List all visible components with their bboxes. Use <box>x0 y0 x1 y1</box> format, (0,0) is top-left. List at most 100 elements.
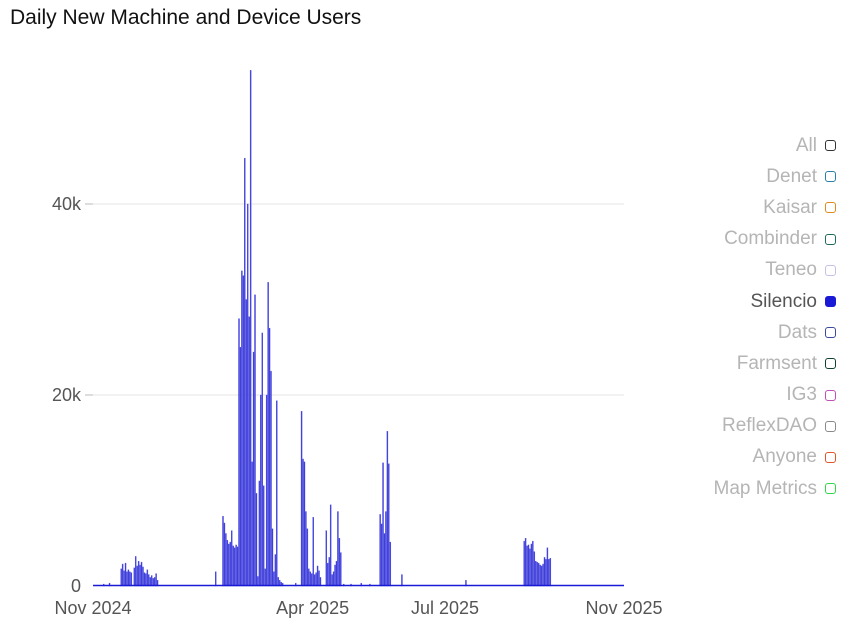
bar[interactable] <box>539 564 541 587</box>
bar[interactable] <box>276 400 278 587</box>
bar[interactable] <box>331 574 333 587</box>
legend-checkbox-icon[interactable] <box>825 140 836 152</box>
bar[interactable] <box>139 564 141 587</box>
legend-checkbox-icon[interactable] <box>825 296 836 308</box>
legend-checkbox-icon[interactable] <box>825 483 836 495</box>
legend-item-denet[interactable]: Denet <box>636 161 836 192</box>
legend-item-map-metrics[interactable]: Map Metrics <box>636 473 836 504</box>
bar[interactable] <box>232 545 234 587</box>
bar[interactable] <box>271 528 274 587</box>
bar[interactable] <box>257 576 259 587</box>
bar[interactable] <box>268 327 271 587</box>
bar[interactable] <box>274 554 277 587</box>
bar[interactable] <box>245 299 247 587</box>
legend-checkbox-icon[interactable] <box>825 202 836 214</box>
bar[interactable] <box>150 575 153 587</box>
bar[interactable] <box>143 572 146 587</box>
bar[interactable] <box>124 562 127 587</box>
bar[interactable] <box>533 551 536 587</box>
bar[interactable] <box>270 370 272 587</box>
bar[interactable] <box>265 394 268 587</box>
bar[interactable] <box>255 493 258 587</box>
bar[interactable] <box>127 569 130 587</box>
bar[interactable] <box>338 538 341 587</box>
legend-item-ig3[interactable]: IG3 <box>636 380 836 411</box>
bar[interactable] <box>242 275 245 587</box>
bar[interactable] <box>233 547 236 587</box>
bar[interactable] <box>241 270 243 587</box>
legend-item-farmsent[interactable]: Farmsent <box>636 348 836 379</box>
bar[interactable] <box>386 431 389 587</box>
bar[interactable] <box>129 571 131 587</box>
bar[interactable] <box>231 530 233 587</box>
bar[interactable] <box>251 461 253 587</box>
legend-item-kaisar[interactable]: Kaisar <box>636 192 836 223</box>
bar[interactable] <box>315 572 317 587</box>
bar[interactable] <box>130 572 133 587</box>
legend-checkbox-icon[interactable] <box>825 451 836 463</box>
bar[interactable] <box>305 511 307 587</box>
bar[interactable] <box>389 541 392 587</box>
legend-item-dats[interactable]: Dats <box>636 317 836 348</box>
bar[interactable] <box>529 548 531 587</box>
bar[interactable] <box>325 530 328 587</box>
bar[interactable] <box>537 562 540 587</box>
legend-checkbox-icon[interactable] <box>825 327 836 339</box>
bar[interactable] <box>235 544 237 587</box>
bar[interactable] <box>273 571 275 587</box>
bar[interactable] <box>134 556 137 587</box>
bar[interactable] <box>316 565 319 587</box>
bar[interactable] <box>148 574 150 587</box>
bar[interactable] <box>264 568 266 587</box>
bar[interactable] <box>535 560 537 587</box>
bar[interactable] <box>300 411 303 587</box>
bar[interactable] <box>260 394 262 587</box>
bar[interactable] <box>334 564 336 587</box>
bar[interactable] <box>261 332 264 587</box>
bar[interactable] <box>263 485 265 587</box>
bar[interactable] <box>309 571 312 587</box>
bar[interactable] <box>543 557 546 587</box>
legend-item-all[interactable]: All <box>636 130 836 161</box>
bar[interactable] <box>137 560 140 587</box>
bar[interactable] <box>311 573 313 587</box>
bar[interactable] <box>133 567 135 587</box>
legend-item-anyone[interactable]: Anyone <box>636 442 836 473</box>
bar[interactable] <box>401 574 403 587</box>
bar[interactable] <box>545 559 547 587</box>
bar[interactable] <box>329 504 332 587</box>
legend-item-reflexdao[interactable]: ReflexDAO <box>636 411 836 442</box>
bar[interactable] <box>337 511 339 587</box>
bar[interactable] <box>388 463 390 587</box>
bar[interactable] <box>249 70 252 587</box>
bar[interactable] <box>312 517 314 587</box>
bar[interactable] <box>523 540 525 587</box>
bar[interactable] <box>140 561 143 587</box>
bar[interactable] <box>340 552 342 587</box>
bar[interactable] <box>383 533 386 587</box>
bar[interactable] <box>123 570 125 587</box>
legend-checkbox-icon[interactable] <box>825 420 836 432</box>
bar[interactable] <box>252 351 255 587</box>
legend-item-silencio[interactable]: Silencio <box>636 286 836 317</box>
bar[interactable] <box>379 514 381 587</box>
bar[interactable] <box>546 547 549 587</box>
bar[interactable] <box>248 316 250 587</box>
bar[interactable] <box>526 545 528 587</box>
bar[interactable] <box>536 561 538 587</box>
bar[interactable] <box>226 539 229 587</box>
legend-checkbox-icon[interactable] <box>825 358 836 370</box>
bar[interactable] <box>540 565 543 587</box>
bar[interactable] <box>136 565 138 587</box>
bar[interactable] <box>527 544 530 587</box>
bar[interactable] <box>223 522 226 587</box>
bar[interactable] <box>302 458 304 587</box>
bar[interactable] <box>146 569 149 587</box>
bar[interactable] <box>327 562 329 587</box>
bar[interactable] <box>120 568 122 587</box>
bar[interactable] <box>380 523 383 587</box>
bar[interactable] <box>228 543 230 587</box>
legend-checkbox-icon[interactable] <box>825 171 836 183</box>
bar[interactable] <box>306 528 309 587</box>
bar[interactable] <box>247 203 249 587</box>
